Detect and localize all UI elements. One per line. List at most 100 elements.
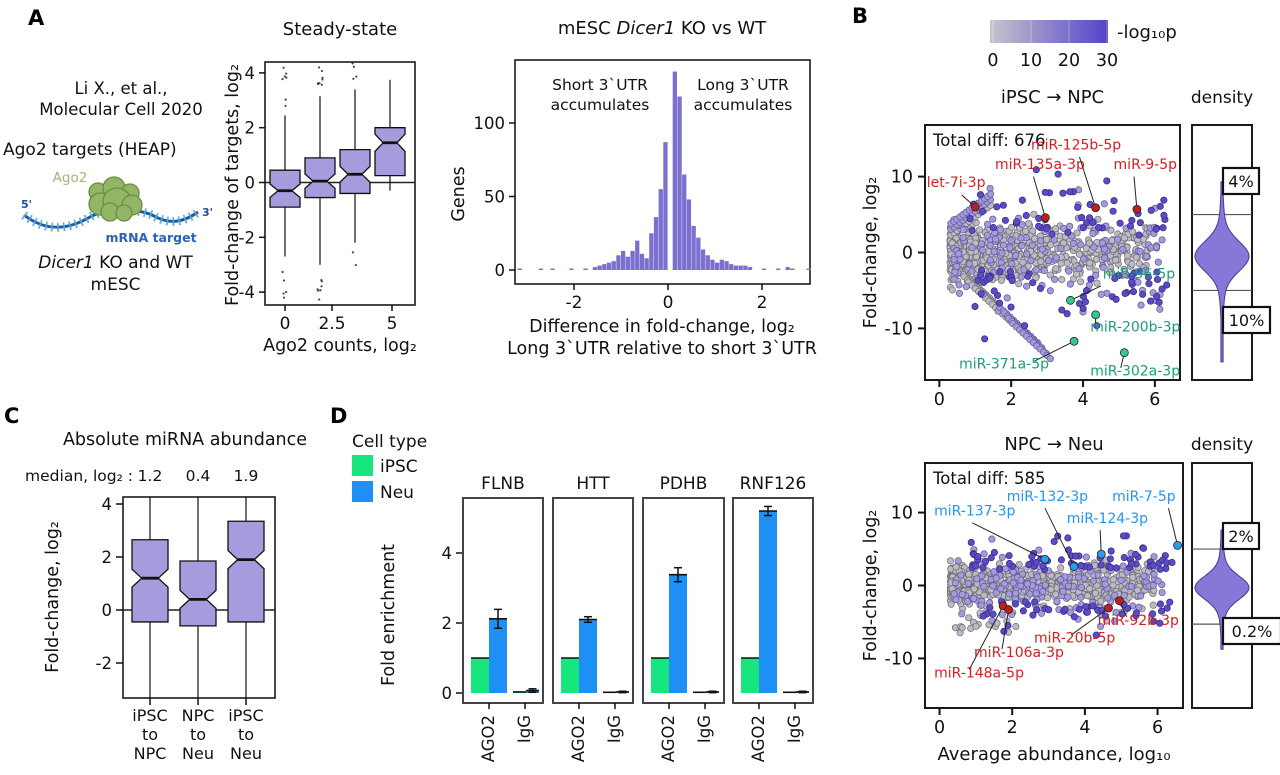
- data-point: [1036, 284, 1044, 292]
- data-point: [1075, 250, 1084, 258]
- plot-box: [514, 59, 811, 285]
- data-point: [1057, 259, 1065, 267]
- y-axis-label: Fold-change, log₂: [861, 510, 881, 662]
- data-point: [1018, 196, 1026, 204]
- data-point: [1107, 563, 1115, 572]
- data-point: [1003, 294, 1011, 302]
- data-point: [954, 557, 962, 565]
- density-violin: [1194, 529, 1250, 650]
- histogram-bar: [724, 261, 729, 270]
- data-point: [1168, 558, 1176, 567]
- data-point: [1017, 234, 1025, 242]
- data-point: [964, 579, 972, 587]
- facet-box: [552, 497, 634, 704]
- data-point: [1047, 241, 1055, 249]
- data-point: [1101, 254, 1109, 262]
- data-point: [1077, 241, 1085, 249]
- mirna-label: miR-148a-5p: [934, 665, 1024, 681]
- data-point: [1070, 613, 1078, 621]
- y-axis-label: Fold-change, log₂: [43, 521, 63, 673]
- data-point: [1005, 559, 1014, 567]
- data-point: [1037, 609, 1046, 617]
- x-category-label: iPSC: [228, 706, 263, 725]
- median-value-label: 1.9: [234, 467, 259, 485]
- data-point: [1117, 576, 1125, 584]
- data-point: [958, 624, 966, 632]
- y-tick-label: -2: [239, 228, 255, 247]
- y-tick-label: 0: [102, 601, 113, 620]
- box: [339, 148, 371, 195]
- data-point: [989, 582, 997, 590]
- data-point: [1159, 224, 1167, 232]
- y-tick-label: 2: [102, 548, 113, 567]
- data-point: [1041, 581, 1049, 589]
- box: [304, 157, 336, 199]
- ago2-label: Ago2: [53, 170, 88, 186]
- x-tick-label: 0: [280, 314, 291, 334]
- histogram-bar: [606, 262, 612, 270]
- outlier-point: [352, 77, 355, 80]
- data-point: [1101, 612, 1110, 620]
- data-point: [986, 604, 994, 612]
- data-point: [1116, 219, 1124, 227]
- data-point: [1018, 242, 1026, 250]
- data-point: [980, 550, 988, 558]
- x-group-label: AGO2: [569, 715, 588, 762]
- data-point: [1038, 245, 1046, 253]
- y-tick-label: 100: [474, 114, 506, 133]
- data-point: [976, 191, 985, 199]
- outlier-point: [285, 76, 288, 79]
- data-point: [955, 250, 963, 258]
- x-category-label: NPC: [134, 744, 167, 763]
- outlier-point: [281, 270, 284, 274]
- data-point: [1030, 210, 1038, 218]
- data-point: [1058, 275, 1066, 284]
- data-point: [970, 585, 978, 593]
- pct-top-label-box: [1221, 521, 1261, 551]
- data-point: [1158, 607, 1166, 615]
- label-leader-line: [968, 605, 1004, 670]
- mirna-label: miR-371a-5p: [959, 357, 1049, 373]
- data-point: [1136, 219, 1144, 227]
- pct-top-label-box: [1221, 166, 1261, 196]
- facet-title: RNF126: [740, 474, 807, 494]
- data-point: [979, 564, 987, 572]
- y-tick-label: 2: [245, 119, 256, 138]
- data-point: [1111, 617, 1119, 625]
- density-title: density: [1191, 435, 1253, 455]
- colorbar-label: -log₁₀p: [1117, 22, 1177, 43]
- legend-title: Cell type: [352, 432, 427, 452]
- label-leader-line: [1001, 609, 1010, 650]
- y-tick-label: 0: [902, 577, 913, 597]
- x-group-label: IgG: [605, 715, 624, 743]
- data-point: [1063, 310, 1071, 318]
- model-line2: mESC: [90, 275, 141, 296]
- data-point: [998, 553, 1006, 561]
- data-point: [1032, 558, 1040, 567]
- data-point: [1132, 253, 1140, 262]
- histogram-bar: [700, 249, 706, 270]
- mirna-label: miR-106a-3p: [974, 645, 1064, 661]
- data-point: [1099, 263, 1107, 272]
- outlier-point: [320, 69, 323, 73]
- data-point: [1064, 593, 1072, 601]
- mirna-abundance-boxplot-chart: Absolute miRNA abundance median, log₂ : 1.…: [25, 430, 307, 763]
- data-point: [1128, 272, 1136, 280]
- data-point: [986, 274, 994, 282]
- data-point: [1086, 259, 1094, 267]
- x-tick-label: 4: [1077, 390, 1088, 410]
- data-point: [1073, 229, 1081, 237]
- data-point: [1093, 322, 1101, 330]
- highlighted-point: [1091, 310, 1100, 320]
- data-point: [1032, 589, 1040, 597]
- panel-label-d: D: [330, 404, 348, 428]
- outlier-point: [285, 290, 288, 294]
- data-point: [1012, 251, 1020, 260]
- histogram-bar: [550, 268, 555, 270]
- data-point: [1059, 189, 1067, 197]
- highlighted-point: [1040, 554, 1050, 564]
- data-point: [1041, 188, 1049, 196]
- label-leader-line: [1167, 508, 1179, 546]
- data-point: [993, 203, 1001, 211]
- data-point: [1104, 594, 1112, 602]
